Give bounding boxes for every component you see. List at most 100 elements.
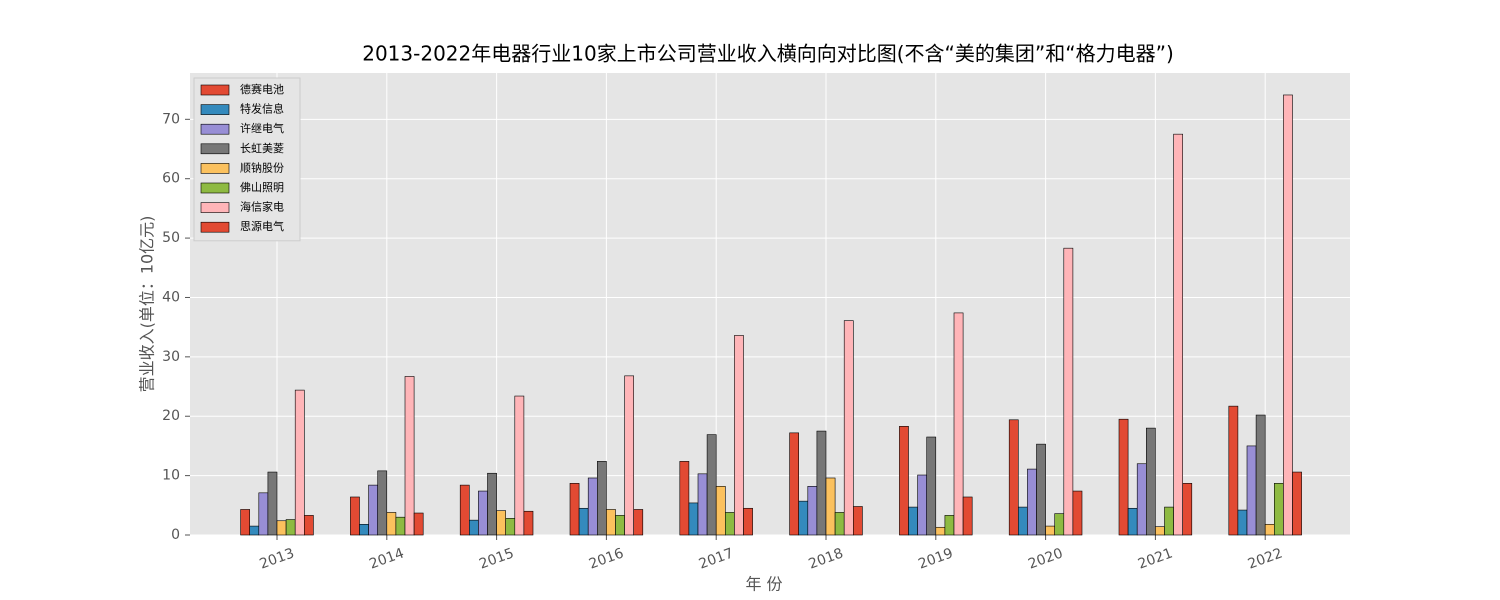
legend-swatch [200,221,230,233]
bar [1063,247,1074,536]
y-tick-label: 60 [162,171,180,187]
bar [294,389,305,536]
bar [807,486,818,536]
x-tick-label: 2022 [1246,545,1285,572]
legend-swatch [200,104,230,115]
bar [944,515,955,536]
bar [715,486,726,536]
y-tick-label: 0 [171,527,180,543]
x-tick-label: 2015 [477,545,516,572]
bar [1246,445,1257,536]
y-tick-label: 10 [162,468,180,484]
legend-label: 特发信息 [240,102,284,116]
bar [834,512,845,536]
bar [1155,526,1165,536]
bar [1292,471,1302,536]
bar [908,506,918,536]
bar [514,395,525,536]
bar [1072,490,1083,536]
bar [697,473,708,536]
bar [249,525,260,536]
bar [1146,427,1156,536]
bar [1164,506,1174,536]
x-tick-label: 2021 [1136,545,1175,572]
y-tick-label: 50 [162,230,180,246]
legend-swatch [200,163,230,174]
bar [1017,506,1028,536]
legend-swatch [200,123,230,135]
bar [1283,94,1293,536]
bar [789,432,799,536]
bar [350,496,360,536]
x-tick-label: 2014 [367,545,406,572]
bar [724,512,735,536]
bar [368,484,379,536]
bar [1264,524,1275,536]
x-tick-label: 2019 [916,545,955,572]
bar [505,518,516,536]
bar [899,426,909,536]
bar [1136,463,1147,536]
bar [478,490,488,536]
bar [624,375,634,536]
legend-label: 思源电气 [240,219,284,233]
legend-swatch [200,182,230,194]
bar [606,509,616,536]
bar [953,312,964,536]
bar [285,519,296,536]
x-tick-label: 2017 [697,545,736,572]
x-axis-label: 年 份 [745,575,782,594]
bar [578,507,589,536]
bar [1173,133,1183,536]
bar [1182,483,1193,536]
legend-swatch [200,84,230,96]
bar [496,510,507,536]
bar [706,434,717,536]
bar [917,474,927,536]
bar [1228,405,1239,536]
bar [267,471,278,536]
bar [962,496,973,536]
bar [1036,443,1046,536]
y-tick-label: 40 [162,289,180,305]
legend-label: 佛山照明 [240,181,284,194]
bar [1127,507,1138,536]
bar [359,524,369,536]
bar [1054,513,1065,536]
bar [303,515,314,536]
bar [459,484,470,536]
bar [386,512,397,536]
legend-swatch [200,143,230,155]
bar [587,477,598,536]
y-axis-label: 营业收入(单位：10亿元) [138,216,157,393]
legend-label: 德赛电池 [240,82,284,96]
y-tick-label: 70 [162,111,180,127]
bar [743,507,753,536]
bar [633,509,644,536]
bar [825,477,836,536]
bar [487,472,497,536]
x-tick-label: 2018 [807,545,846,572]
bar [240,509,251,536]
bar [926,436,937,536]
legend-label: 长虹美菱 [240,142,284,155]
bar [843,320,854,536]
bar [1237,509,1248,536]
legend-label: 海信家电 [240,200,284,214]
bar [734,335,744,536]
bar [1008,419,1019,536]
bar [468,519,479,536]
bar [569,483,580,536]
bar [935,526,946,536]
bar [413,512,424,536]
bar [1255,414,1266,536]
y-tick-label: 20 [162,408,180,424]
plot-area [190,73,1350,535]
bar [395,516,406,536]
bar [1274,483,1284,536]
bar [688,502,699,536]
legend-label: 顺钠股份 [240,160,284,174]
chart-title: 2013-2022年电器行业10家上市公司营业收入横向向对比图(不含“美的集团”… [362,42,1174,66]
bar [798,500,809,536]
